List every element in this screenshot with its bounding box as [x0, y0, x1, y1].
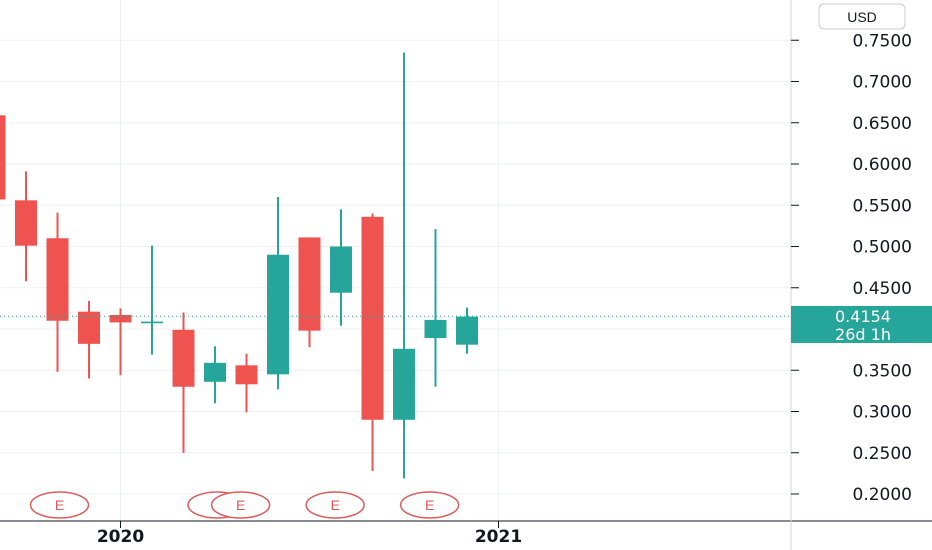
event-marker: E — [399, 491, 460, 519]
candle-down — [109, 308, 132, 376]
y-tick-label: 0.6000 — [853, 155, 912, 175]
candle-up — [456, 307, 478, 354]
event-marker: E — [305, 491, 365, 519]
y-tick-label: 0.5500 — [853, 196, 912, 216]
event-marker: E — [29, 491, 90, 519]
x-axis-ticks: 2020 2021 — [97, 521, 522, 547]
candles — [0, 52, 478, 479]
candle-body — [172, 329, 195, 387]
candle-down — [235, 353, 258, 413]
y-tick-label: 0.3500 — [853, 361, 912, 381]
candle-up — [330, 209, 352, 326]
price-tag: 0.4154 26d 1h — [791, 306, 932, 344]
candle-body — [235, 365, 258, 385]
candle-body — [456, 316, 478, 345]
candle-body — [361, 216, 384, 420]
candle-body — [15, 200, 37, 246]
y-tick-label: 0.4500 — [853, 279, 912, 299]
event-label: E — [236, 497, 245, 513]
event-markers: EEEEE — [29, 491, 460, 519]
y-tick-label: 0.6500 — [853, 114, 912, 134]
event-badge — [399, 491, 460, 519]
candle-down — [46, 212, 69, 372]
candle-body — [393, 348, 415, 420]
event-badge — [29, 491, 90, 519]
candle-down — [0, 115, 6, 200]
event-label: E — [55, 497, 64, 513]
candle-body — [109, 314, 132, 323]
y-axis-ticks: 0.20000.25000.30000.35000.40000.45000.50… — [791, 31, 912, 505]
event-label: E — [330, 497, 339, 513]
event-label: E — [425, 497, 434, 513]
candle-body — [298, 237, 321, 331]
event-marker: E — [210, 491, 271, 519]
candle-up — [424, 229, 447, 387]
currency-label: USD — [847, 9, 877, 25]
candle-body — [330, 246, 352, 293]
y-tick-label: 0.2500 — [853, 444, 912, 464]
candle-down — [78, 300, 100, 379]
candle-body — [0, 115, 6, 200]
candle-down — [172, 312, 195, 453]
candle-down — [15, 171, 37, 282]
candle-body — [267, 254, 289, 375]
y-tick-label: 0.3000 — [853, 403, 912, 423]
countdown-label: 26d 1h — [835, 325, 891, 344]
candle-body — [78, 311, 100, 344]
candle-up — [393, 52, 415, 479]
candle-up — [141, 245, 163, 355]
y-tick-label: 0.7500 — [853, 31, 912, 51]
y-tick-label: 0.5000 — [853, 238, 912, 258]
candle-body — [204, 362, 226, 382]
price-tag-box — [791, 306, 932, 343]
grid-lines — [0, 0, 791, 521]
last-price-label: 0.4154 — [835, 307, 891, 326]
currency-button[interactable]: USD — [818, 3, 906, 30]
candle-body — [46, 238, 69, 321]
candle-body — [424, 319, 447, 339]
y-tick-label: 0.2000 — [853, 485, 912, 505]
candle-down — [298, 237, 321, 348]
event-badge — [305, 491, 365, 519]
candle-up — [267, 197, 289, 390]
y-tick-label: 0.7000 — [853, 73, 912, 93]
candle-up — [204, 346, 226, 404]
candle-body — [141, 321, 163, 324]
candle-down — [361, 213, 384, 471]
x-tick-label: 2021 — [475, 527, 522, 547]
x-tick-label: 2020 — [97, 527, 144, 547]
event-badge — [210, 491, 271, 519]
